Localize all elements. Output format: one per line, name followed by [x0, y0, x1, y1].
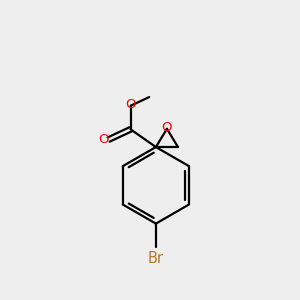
- Text: O: O: [98, 133, 109, 146]
- Text: Br: Br: [148, 251, 164, 266]
- Text: O: O: [162, 121, 172, 134]
- Text: O: O: [125, 98, 136, 111]
